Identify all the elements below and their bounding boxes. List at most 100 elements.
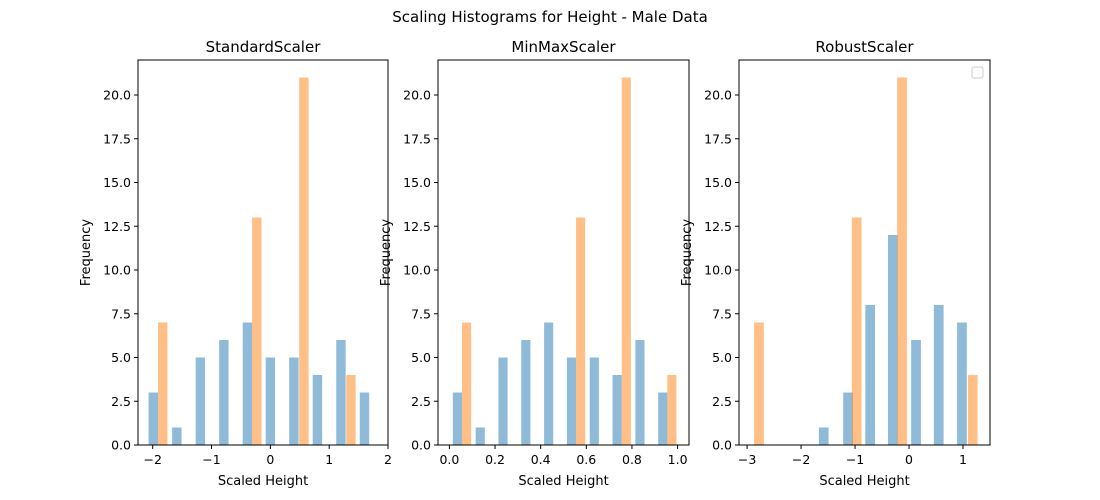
axes-frame [738,59,991,446]
bar-series2-1 [754,322,764,445]
y-tick-label: 10.0 [103,263,131,278]
y-tick-label: 12.5 [103,219,131,234]
bar-series1-8 [612,375,622,445]
y-tick-label: 7.5 [111,306,131,321]
bar-series2-1 [158,322,168,445]
x-tick-label: 0.4 [531,452,551,467]
bar-series2-4 [967,375,978,445]
figure-suptitle: Scaling Histograms for Height - Male Dat… [392,8,708,26]
legend-box [971,66,984,79]
x-tick-label: 0.6 [576,452,596,467]
x-tick-label: 0.0 [439,452,459,467]
y-tick-label: 17.5 [704,131,732,146]
bar-series1-2 [172,427,182,445]
y-tick-label: 20.0 [103,88,131,103]
y-tick-label: 17.5 [103,131,131,146]
bar-series1-1 [818,427,829,445]
bar-series1-4 [887,235,898,445]
y-tick-label: 0.0 [411,438,431,453]
bar-series1-10 [359,392,370,445]
bar-series2-3 [299,77,309,445]
x-tick-label: 1 [959,452,967,467]
subplot-title: StandardScaler [206,38,322,56]
bar-series1-10 [658,392,668,445]
y-tick-label: 5.0 [111,350,131,365]
bar-series1-3 [498,357,508,445]
bar-series1-9 [336,340,346,445]
subplot-title: MinMaxScaler [511,38,616,56]
axes-frame [437,59,690,446]
subplot-3: 0.0 2.5 5.0 7.5 10.0 12.5 15.0 17.5 20.0 −3 −2 −1 0 1… [680,38,991,489]
bar-series2-4 [667,375,677,445]
x-tick-label: −1 [846,452,864,467]
x-tick-label: 2 [384,452,392,467]
bar-series1-4 [219,340,229,445]
y-tick-label: 20.0 [704,88,732,103]
bar-series2-3 [621,77,631,445]
x-tick-label: −3 [738,452,756,467]
y-tick-label: 7.5 [411,306,431,321]
y-tick-label: 0.0 [111,438,131,453]
bar-series1-5 [242,322,253,445]
bar-series1-7 [289,357,299,445]
x-tick-label: 1 [325,452,333,467]
bar-series1-2 [475,427,485,445]
y-tick-label: 0.0 [712,438,732,453]
x-axis-label: Scaled Height [819,474,909,489]
bar-series1-1 [148,392,158,445]
bar-series1-9 [635,340,645,445]
y-tick-label: 12.5 [403,219,431,234]
y-tick-label: 2.5 [712,394,732,409]
subplot-title: RobustScaler [815,38,914,56]
y-tick-label: 2.5 [411,394,431,409]
x-tick-label: 1.0 [668,452,688,467]
x-tick-label: 0 [266,452,274,467]
y-tick-label: 17.5 [403,131,431,146]
bar-series2-2 [576,217,586,445]
y-tick-label: 10.0 [403,263,431,278]
bar-series2-2 [252,217,262,445]
y-axis-label: Frequency [680,219,695,286]
bar-series1-6 [566,357,577,445]
y-tick-label: 15.0 [704,175,732,190]
y-tick-label: 5.0 [712,350,732,365]
y-tick-label: 15.0 [103,175,131,190]
bar-series1-6 [933,305,944,445]
y-tick-label: 2.5 [111,394,131,409]
y-axis-label: Frequency [79,219,94,286]
y-axis-label: Frequency [379,219,394,286]
bar-series1-5 [911,340,921,445]
bar-series1-3 [865,305,876,445]
x-tick-label: −1 [202,452,220,467]
bar-series2-2 [851,217,862,445]
y-tick-label: 7.5 [712,306,732,321]
y-tick-label: 20.0 [403,88,431,103]
x-tick-label: −2 [792,452,810,467]
bar-series1-4 [521,340,531,445]
x-tick-label: 0 [905,452,913,467]
subplot-2: 0.0 2.5 5.0 7.5 10.0 12.5 15.0 17.5 20.0 0.0 0.2 0.… [379,38,690,489]
bar-series1-7 [957,322,967,445]
x-tick-label: −2 [143,452,161,467]
x-tick-label: 0.2 [485,452,505,467]
bar-series2-3 [897,77,907,445]
axes-frame [137,59,389,446]
bar-series1-5 [544,322,554,445]
bar-series2-4 [346,375,356,445]
bar-series1-1 [452,392,462,445]
y-tick-label: 15.0 [403,175,431,190]
y-tick-label: 5.0 [411,350,431,365]
y-tick-label: 10.0 [704,263,732,278]
bar-series1-7 [589,357,599,445]
bar-series2-1 [461,322,472,445]
x-tick-label: 0.8 [622,452,642,467]
bar-series1-6 [265,357,276,445]
x-axis-label: Scaled Height [218,474,308,489]
bar-series1-3 [195,357,206,445]
bar-series1-2 [843,392,853,445]
bar-series1-8 [312,375,323,445]
x-axis-label: Scaled Height [518,474,608,489]
y-tick-label: 12.5 [704,219,732,234]
subplot-1: 0.0 2.5 5.0 7.5 10.0 12.5 15.0 17.5 20.0 −2 −1 0 1 2 S… [79,38,392,489]
